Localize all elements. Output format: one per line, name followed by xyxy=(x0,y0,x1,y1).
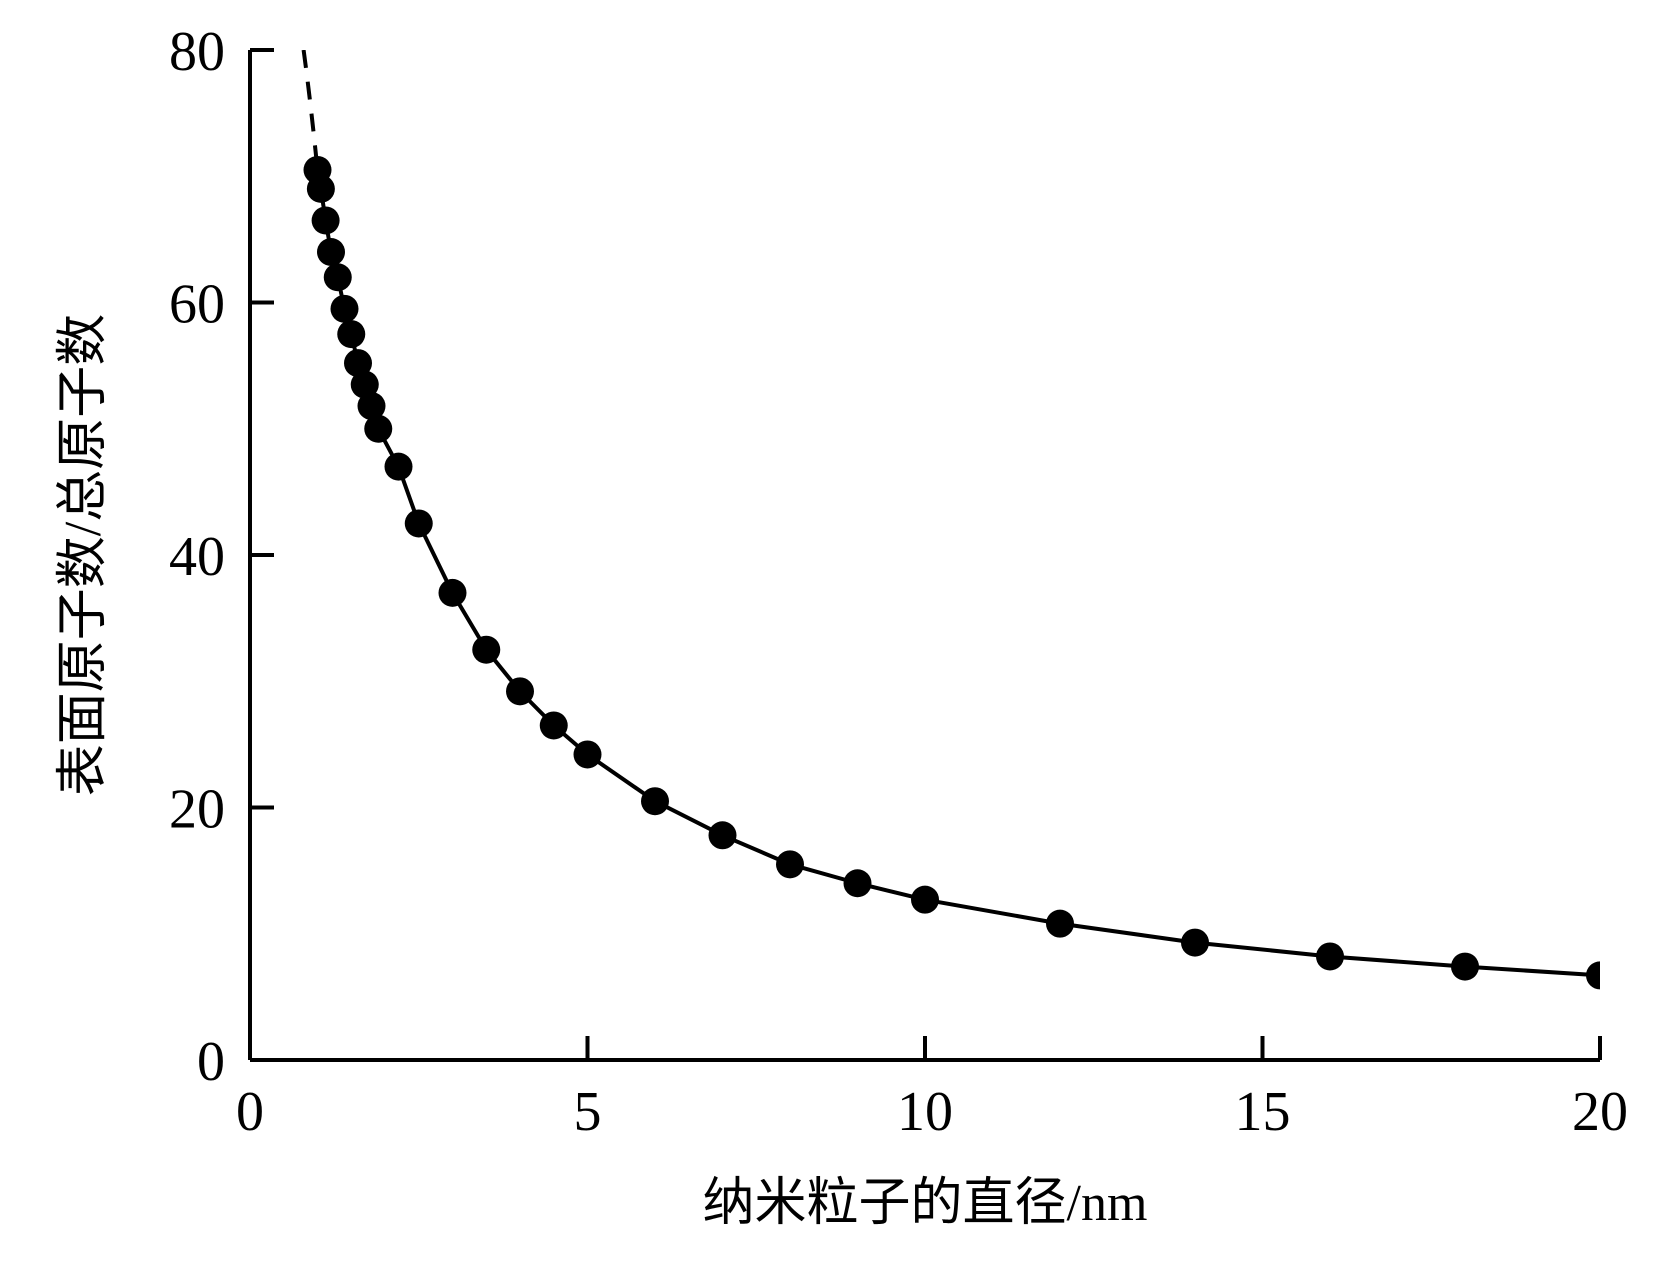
data-point xyxy=(574,740,602,768)
data-point xyxy=(331,295,359,323)
data-point xyxy=(1181,929,1209,957)
y-tick-label: 40 xyxy=(169,526,225,588)
data-point xyxy=(385,453,413,481)
y-tick-label: 0 xyxy=(197,1031,225,1093)
data-point xyxy=(1046,910,1074,938)
data-point xyxy=(405,509,433,537)
x-tick-label: 10 xyxy=(897,1081,953,1143)
data-point xyxy=(844,869,872,897)
chart-container: 0 5 10 15 20 0 20 40 60 80 纳米粒子的直径/nm 表面原子数/总原子数 xyxy=(0,0,1668,1265)
y-tick-label: 80 xyxy=(169,21,225,83)
data-point xyxy=(709,821,737,849)
y-tick-label: 60 xyxy=(169,274,225,336)
y-axis-label: 表面原子数/总原子数 xyxy=(55,314,112,796)
data-point xyxy=(364,415,392,443)
data-point xyxy=(911,886,939,914)
data-point xyxy=(506,677,534,705)
x-tick-label: 0 xyxy=(236,1081,264,1143)
chart-svg: 0 5 10 15 20 0 20 40 60 80 纳米粒子的直径/nm 表面原子数/总原子数 xyxy=(0,0,1668,1265)
data-point xyxy=(641,787,669,815)
data-point xyxy=(317,238,345,266)
data-point xyxy=(472,636,500,664)
y-tick-label: 20 xyxy=(169,779,225,841)
data-point xyxy=(324,263,352,291)
x-axis-label: 纳米粒子的直径/nm xyxy=(703,1175,1148,1232)
x-tick-label: 5 xyxy=(574,1081,602,1143)
data-point xyxy=(540,711,568,739)
data-point xyxy=(312,206,340,234)
data-point xyxy=(307,175,335,203)
x-tick-label: 20 xyxy=(1572,1081,1628,1143)
data-point xyxy=(776,850,804,878)
data-point xyxy=(337,320,365,348)
data-point xyxy=(1451,953,1479,981)
x-tick-label: 15 xyxy=(1235,1081,1291,1143)
data-point xyxy=(1316,942,1344,970)
data-point xyxy=(439,579,467,607)
